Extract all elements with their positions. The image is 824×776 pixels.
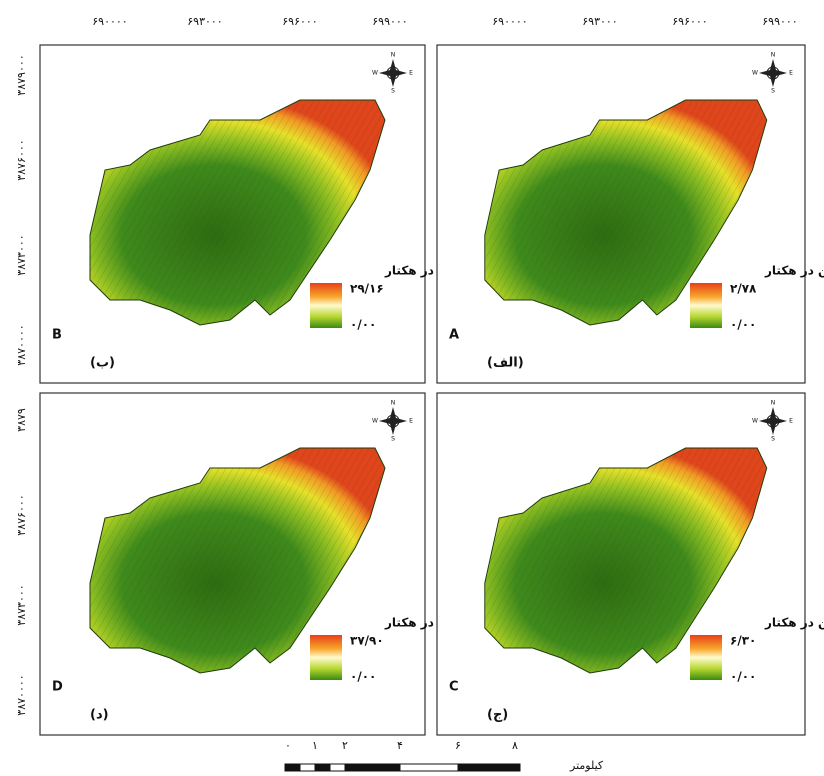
scale-segment — [457, 763, 521, 772]
compass-w: W — [752, 418, 758, 425]
legend-min: ۰/۰۰ — [730, 318, 756, 332]
compass-rose — [759, 59, 787, 87]
scale-unit: کیلومتر — [569, 759, 604, 772]
compass-ring — [386, 414, 400, 428]
scale-tick-label: ۴ — [397, 739, 403, 752]
top-axis-label: ۶۹۹۰۰۰ — [372, 15, 407, 28]
legend-title: تن در هکتار — [384, 616, 453, 630]
scale-segment — [284, 763, 301, 772]
compass-e: E — [409, 418, 413, 425]
legend-title: تن در هکتار — [764, 616, 824, 630]
top-axis-label: ۶۹۰۰۰۰ — [492, 15, 527, 28]
left-axis-label: ۳۸۷۹ — [15, 408, 28, 432]
scale-segment — [329, 763, 346, 772]
compass-s: S — [771, 88, 775, 95]
compass: N S E W — [372, 400, 413, 443]
scale-segment — [314, 763, 331, 772]
left-axis-label: ۳۸۷۰۰۰۰ — [15, 324, 28, 365]
map-panel: N S E W تن در هکتار ۲/۷۸ ۰/۰۰ A (الف) — [436, 44, 824, 384]
compass-n: N — [771, 400, 776, 407]
scale-segment — [344, 763, 401, 772]
left-axis-label: ۳۸۷۳۰۰۰ — [15, 234, 28, 275]
compass-n: N — [391, 52, 396, 59]
compass-rose — [379, 407, 407, 435]
compass-ring — [766, 414, 780, 428]
scale-tick-label: ۲ — [342, 739, 348, 752]
scale-tick-label: ۰ — [285, 739, 291, 752]
panel-letter: D — [52, 680, 63, 695]
study-area — [484, 447, 768, 674]
area-texture — [90, 100, 385, 325]
legend-ramp — [310, 635, 342, 680]
compass-e: E — [409, 70, 413, 77]
legend-max: ۳۷/۹۰ — [350, 634, 384, 648]
compass-w: W — [372, 418, 378, 425]
area-texture — [484, 100, 767, 325]
compass-s: S — [771, 436, 775, 443]
legend-title: تن در هکتار — [384, 264, 453, 278]
scale-tick-label: ۶ — [455, 739, 461, 752]
compass-n: N — [771, 52, 776, 59]
left-axis-label: ۳۸۷۹۰۰۰ — [15, 54, 28, 95]
legend-title: تن در هکتار — [764, 264, 824, 278]
panel-label: (ب) — [90, 356, 115, 371]
compass: N S E W — [752, 400, 793, 443]
compass-rose — [379, 59, 407, 87]
top-axis-label: ۶۹۶۰۰۰ — [672, 15, 707, 28]
top-axis-label: ۶۹۶۰۰۰ — [282, 15, 317, 28]
scale-tick-label: ۱ — [312, 739, 318, 752]
panel-letter: A — [449, 328, 459, 343]
scale-segment — [399, 763, 459, 772]
compass-rose — [759, 407, 787, 435]
compass-s: S — [391, 88, 395, 95]
left-axis-label: ۳۸۷۰۰۰۰ — [15, 674, 28, 715]
top-axis-label: ۶۹۳۰۰۰ — [187, 15, 222, 28]
panel-letter: C — [449, 680, 459, 695]
compass-ring — [386, 66, 400, 80]
legend-ramp — [690, 283, 722, 328]
map-panel: N S E W تن در هکتار ۶/۳۰ ۰/۰۰ C (ج) — [436, 392, 824, 736]
study-area — [484, 99, 768, 326]
compass-e: E — [789, 418, 793, 425]
panel-letter: B — [52, 328, 62, 343]
scale-tick-label: ۸ — [512, 739, 518, 752]
scale-segment — [299, 763, 316, 772]
compass-n: N — [391, 400, 396, 407]
legend-max: ۲/۷۸ — [730, 282, 757, 296]
left-axis-label: ۳۸۷۳۰۰۰ — [15, 584, 28, 625]
left-axis-label: ۳۸۷۶۰۰۰ — [15, 139, 28, 180]
compass-ring — [766, 66, 780, 80]
legend-ramp — [690, 635, 722, 680]
compass-s: S — [391, 436, 395, 443]
top-axis-label: ۶۹۳۰۰۰ — [582, 15, 617, 28]
compass: N S E W — [372, 52, 413, 95]
legend-max: ۶/۳۰ — [730, 634, 756, 648]
area-texture — [484, 448, 767, 673]
panel-label: (ج) — [487, 708, 508, 723]
legend-max: ۲۹/۱۶ — [350, 282, 384, 296]
study-area — [89, 99, 386, 326]
legend-min: ۰/۰۰ — [730, 670, 756, 684]
panel-label: (الف) — [487, 356, 524, 371]
panel-label: (د) — [90, 708, 109, 723]
compass-w: W — [752, 70, 758, 77]
compass-w: W — [372, 70, 378, 77]
left-axis-label: ۳۸۷۶۰۰۰ — [15, 494, 28, 535]
area-texture — [90, 448, 385, 673]
legend-min: ۰/۰۰ — [350, 318, 376, 332]
top-axis-label: ۶۹۰۰۰۰ — [92, 15, 127, 28]
compass: N S E W — [752, 52, 793, 95]
legend-min: ۰/۰۰ — [350, 670, 376, 684]
legend-ramp — [310, 283, 342, 328]
compass-e: E — [789, 70, 793, 77]
study-area — [89, 447, 386, 674]
top-axis-label: ۶۹۹۰۰۰ — [762, 15, 797, 28]
